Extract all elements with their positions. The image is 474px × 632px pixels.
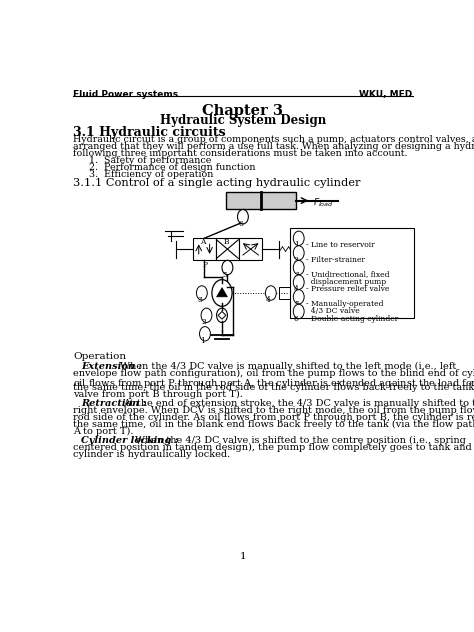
Text: rod side of the cylinder. As oil flows from port P through port B, the cylinder : rod side of the cylinder. As oil flows f…	[73, 413, 474, 422]
Text: Hydraulic circuit is a group of components such a pump, actuators control valves: Hydraulic circuit is a group of componen…	[73, 135, 474, 144]
Circle shape	[293, 231, 304, 245]
Text: 2.  Performance of design function: 2. Performance of design function	[89, 163, 255, 172]
Text: 1: 1	[240, 552, 246, 561]
Text: B: B	[224, 238, 229, 246]
Text: 3: 3	[197, 296, 202, 304]
Text: $F_{load}$: $F_{load}$	[313, 197, 333, 209]
Bar	[226, 192, 296, 209]
Circle shape	[265, 286, 276, 300]
Text: When the 4/3 DC valve is shifted to the centre position (i.e., spring: When the 4/3 DC valve is shifted to the …	[135, 436, 466, 446]
Text: Hydraulic System Design: Hydraulic System Design	[160, 114, 326, 127]
Text: 3.  Efficiency of operation: 3. Efficiency of operation	[89, 170, 213, 179]
Text: Cylinder locking :: Cylinder locking :	[81, 436, 178, 445]
Circle shape	[212, 279, 232, 307]
Text: cylinder is hydraulically locked.: cylinder is hydraulically locked.	[73, 450, 230, 459]
Text: arranged that they will perform a use full task. When analyzing or designing a h: arranged that they will perform a use fu…	[73, 142, 474, 151]
Text: displacement pump: displacement pump	[307, 277, 387, 286]
Text: - Unidirectional, fixed: - Unidirectional, fixed	[307, 270, 390, 279]
Circle shape	[196, 286, 207, 300]
Text: - Pressure relief valve: - Pressure relief valve	[307, 285, 390, 293]
Text: 4: 4	[266, 296, 271, 304]
Text: A to port T).: A to port T).	[73, 427, 134, 436]
Circle shape	[293, 289, 304, 304]
Text: 2: 2	[294, 256, 299, 264]
Text: T: T	[226, 260, 231, 269]
Circle shape	[293, 304, 304, 319]
Text: oil flows from port P through port A, the cylinder is extended against the load : oil flows from port P through port A, th…	[73, 376, 474, 390]
Text: 5: 5	[223, 270, 228, 279]
Text: 4/3 DC valve: 4/3 DC valve	[307, 307, 360, 315]
Text: WKU, MED: WKU, MED	[359, 90, 413, 99]
Text: - Line to reservoir: - Line to reservoir	[307, 241, 375, 250]
Text: 3.1 Hydraulic circuits: 3.1 Hydraulic circuits	[73, 126, 226, 139]
Bar	[279, 287, 294, 299]
Text: - Filter-strainer: - Filter-strainer	[307, 256, 365, 264]
Text: following three important considerations must be taken into account.: following three important considerations…	[73, 149, 408, 158]
Text: 3: 3	[294, 270, 299, 279]
Text: envelope flow path configuration), oil from the pump flows to the blind end of c: envelope flow path configuration), oil f…	[73, 369, 474, 379]
Text: Retraction :: Retraction :	[81, 399, 146, 408]
Circle shape	[237, 210, 248, 224]
Bar	[216, 238, 239, 260]
Bar	[239, 238, 262, 260]
Bar	[192, 238, 216, 260]
Text: At the end of extension stroke, the 4/3 DC valve is manually shifted to the: At the end of extension stroke, the 4/3 …	[123, 399, 474, 408]
Text: Fluid Power systems: Fluid Power systems	[73, 90, 178, 99]
Text: the same time, oil in the blank end flows back freely to the tank (via the flow : the same time, oil in the blank end flow…	[73, 420, 474, 429]
Text: Extension :: Extension :	[81, 362, 142, 371]
Circle shape	[217, 308, 228, 322]
Text: - Double-acting cylinder: - Double-acting cylinder	[307, 315, 399, 322]
Text: 3.1.1 Control of a single acting hydraulic cylinder: 3.1.1 Control of a single acting hydraul…	[73, 178, 361, 188]
Text: right envelope. When DCV is shifted to the right mode, the oil from the pump flo: right envelope. When DCV is shifted to t…	[73, 406, 474, 415]
Bar	[290, 228, 414, 319]
Text: 2: 2	[202, 319, 207, 326]
Text: the same time, the oil in the rod side of the cylinder flows back freely to the : the same time, the oil in the rod side o…	[73, 383, 474, 392]
Circle shape	[222, 260, 233, 275]
Text: 1: 1	[294, 241, 299, 250]
Text: Operation: Operation	[73, 352, 127, 362]
Text: Chapter 3: Chapter 3	[202, 104, 283, 118]
Circle shape	[200, 327, 210, 341]
Text: 6: 6	[294, 315, 299, 322]
Text: - Manually-operated: - Manually-operated	[307, 300, 384, 308]
Text: centered position in tandem design), the pump flow completely goes to tank and h: centered position in tandem design), the…	[73, 443, 474, 453]
Circle shape	[293, 260, 304, 275]
Polygon shape	[217, 288, 228, 297]
Text: 4: 4	[294, 285, 299, 293]
Text: 6: 6	[238, 220, 243, 228]
Text: 5: 5	[294, 300, 299, 308]
Text: P: P	[202, 260, 208, 269]
Text: A: A	[201, 238, 206, 246]
Text: 1: 1	[200, 337, 205, 345]
Text: When the 4/3 DC valve is manually shifted to the left mode (i.e., left: When the 4/3 DC valve is manually shifte…	[120, 362, 456, 372]
Text: valve from port B through port T).: valve from port B through port T).	[73, 390, 243, 399]
Circle shape	[293, 275, 304, 289]
Circle shape	[293, 246, 304, 260]
Circle shape	[201, 308, 212, 322]
Text: 1.  Safety of performance: 1. Safety of performance	[89, 156, 211, 165]
